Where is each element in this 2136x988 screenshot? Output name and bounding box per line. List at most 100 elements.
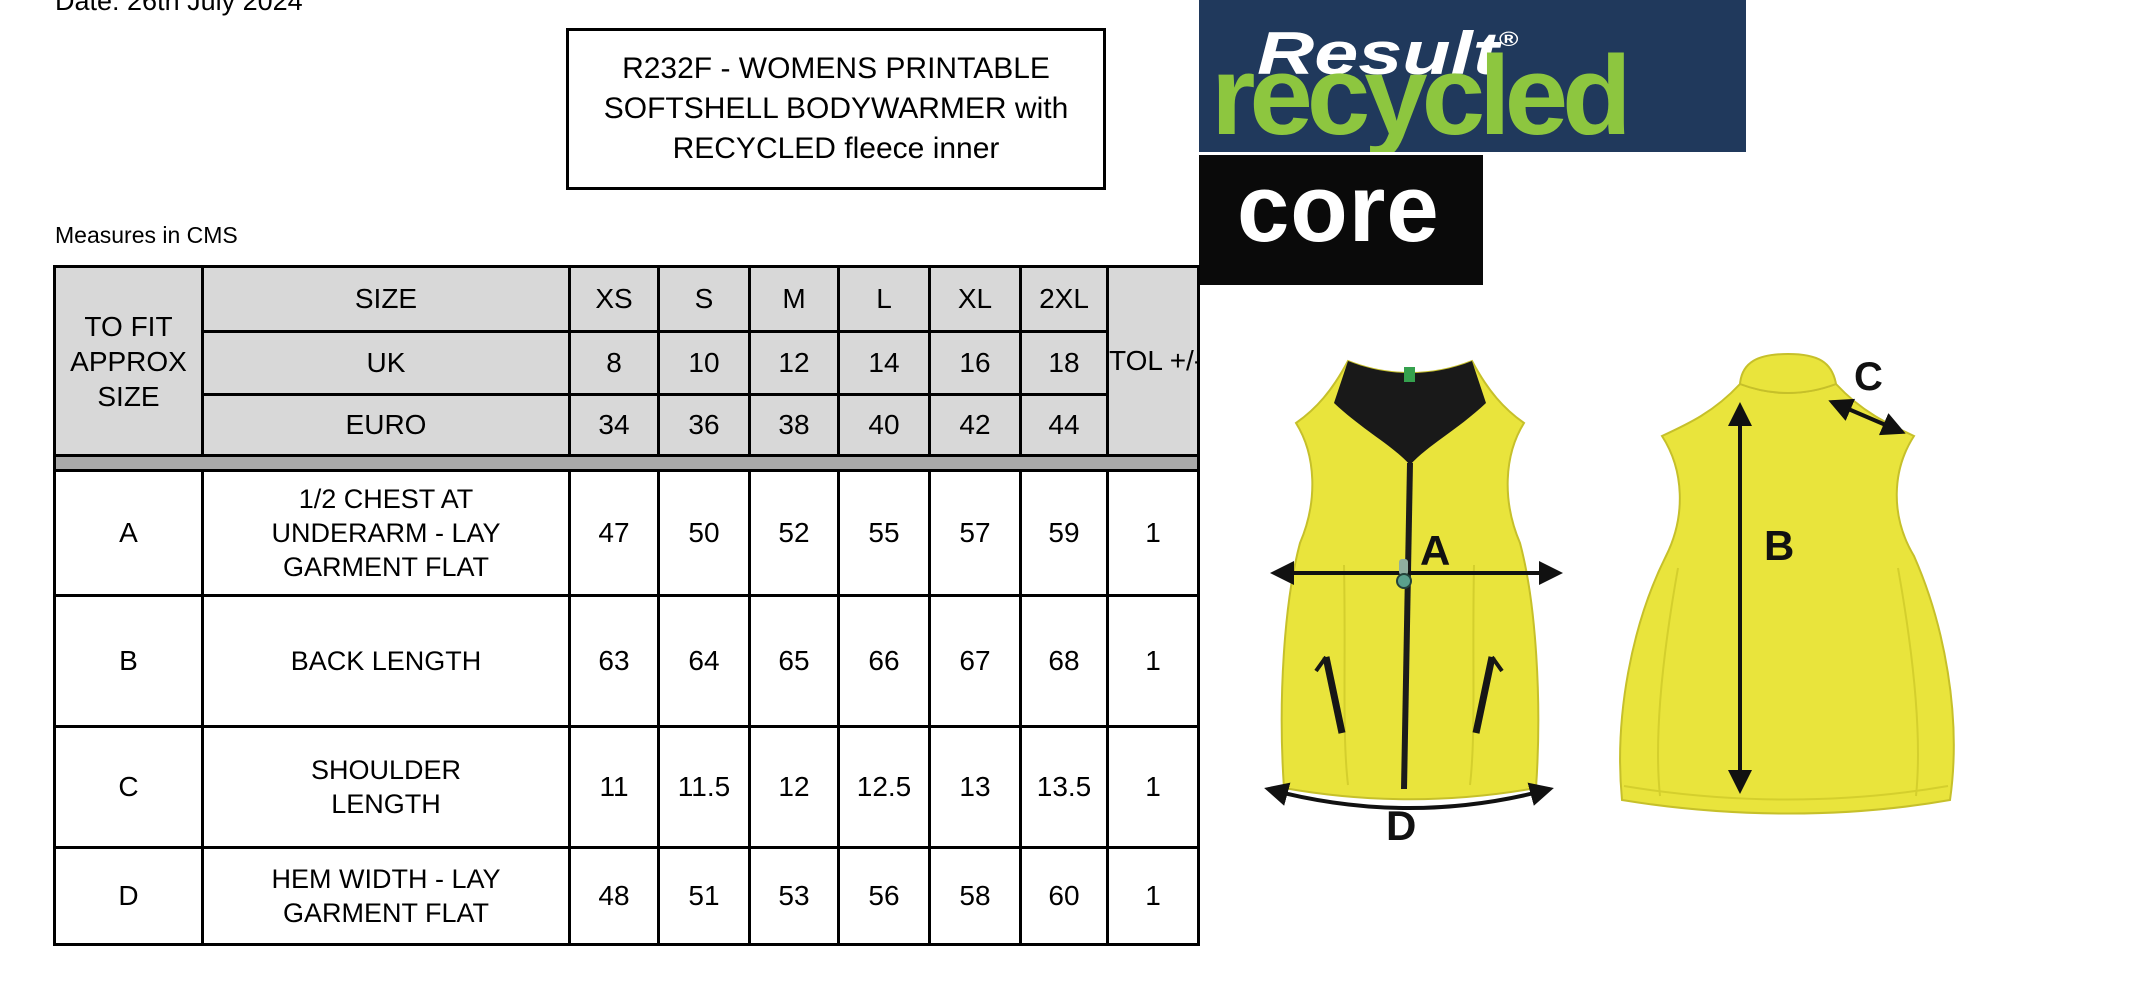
neck-tag: [1404, 367, 1415, 382]
separator-band: [53, 454, 1200, 472]
table-row-c: C SHOULDER LENGTH 11 11.5 12 12.5 13 13.…: [53, 725, 1200, 849]
core-wordmark: core: [1237, 155, 1440, 262]
product-title-line2: SOFTSHELL BODYWARMER with: [603, 92, 1069, 125]
row-c-description: SHOULDER LENGTH: [201, 725, 571, 849]
hem-width-arrow: [1264, 782, 1554, 810]
result-recycled-logo: Result® recycled: [1199, 0, 1746, 152]
row-b-xs: 63: [568, 594, 660, 728]
row-b-description: BACK LENGTH: [201, 594, 571, 728]
euro-size-xl: 42: [928, 393, 1022, 457]
corner-header-cell: TO FIT APPROX SIZE: [53, 265, 204, 457]
row-b-m: 65: [748, 594, 840, 728]
row-b-s: 64: [657, 594, 751, 728]
row-a-2xl: 59: [1019, 469, 1109, 597]
size-header-m: M: [748, 265, 840, 333]
front-seam-left: [1343, 564, 1349, 786]
back-seam-right: [1897, 567, 1919, 797]
row-c-xs: 11: [568, 725, 660, 849]
size-chart-table: TO FIT APPROX SIZE SIZE XS S M L XL 2XL …: [53, 265, 1200, 946]
garment-back-image: B C: [1619, 352, 1955, 815]
row-b-description-text: BACK LENGTH: [290, 646, 482, 676]
result-wordmark-text: Result: [1257, 20, 1500, 87]
back-length-label: B: [1764, 522, 1794, 569]
row-c-l: 12.5: [837, 725, 931, 849]
tolerance-header-cell: TOL +/-: [1106, 265, 1200, 457]
row-a-xs: 47: [568, 469, 660, 597]
uk-size-2xl: 18: [1019, 330, 1109, 396]
front-collar-inner: [1334, 361, 1486, 465]
header-body-separator: [53, 454, 1200, 472]
row-c-s: 11.5: [657, 725, 751, 849]
euro-row-label: EURO: [201, 393, 571, 457]
euro-size-2xl: 44: [1019, 393, 1109, 457]
row-b-xl: 67: [928, 594, 1022, 728]
row-c-xl: 13: [928, 725, 1022, 849]
zip-pull-body: [1399, 559, 1408, 575]
row-c-tol: 1: [1106, 725, 1200, 849]
row-d-letter: D: [53, 846, 204, 946]
row-a-tol: 1: [1106, 469, 1200, 597]
row-a-description: 1/2 CHEST AT UNDERARM - LAY GARMENT FLAT: [201, 469, 571, 597]
product-title-line1: R232F - WOMENS PRINTABLE: [622, 52, 1050, 85]
table-row-d: D HEM WIDTH - LAY GARMENT FLAT 48 51 53 …: [53, 846, 1200, 946]
uk-size-xl: 16: [928, 330, 1022, 396]
registered-trademark-icon: ®: [1499, 29, 1519, 51]
left-pocket-pull: [1314, 655, 1328, 673]
row-d-xl: 58: [928, 846, 1022, 946]
table-row-b: B BACK LENGTH 63 64 65 66 67 68 1: [53, 594, 1200, 728]
size-header-xl: XL: [928, 265, 1022, 333]
row-b-l: 66: [837, 594, 931, 728]
product-title-box: R232F - WOMENS PRINTABLE SOFTSHELL BODYW…: [566, 28, 1106, 190]
size-row-label: SIZE: [201, 265, 571, 333]
row-d-2xl: 60: [1019, 846, 1109, 946]
row-a-m: 52: [748, 469, 840, 597]
uk-size-s: 10: [657, 330, 751, 396]
measures-note: Measures in CMS: [55, 222, 238, 248]
row-d-description: HEM WIDTH - LAY GARMENT FLAT: [201, 846, 571, 946]
garment-front-image: A D: [1264, 359, 1563, 848]
uk-size-l: 14: [837, 330, 931, 396]
euro-size-s: 36: [657, 393, 751, 457]
product-title-line3: RECYCLED fleece inner: [672, 132, 1000, 165]
chest-width-label: A: [1420, 527, 1450, 574]
row-d-tol: 1: [1106, 846, 1200, 946]
row-d-s: 51: [657, 846, 751, 946]
uk-size-xs: 8: [568, 330, 660, 396]
row-b-2xl: 68: [1019, 594, 1109, 728]
size-header-xs: XS: [568, 265, 660, 333]
row-a-description-text: 1/2 CHEST AT UNDERARM - LAY GARMENT FLAT: [271, 484, 501, 582]
row-d-m: 53: [748, 846, 840, 946]
result-wordmark: Result®: [1257, 10, 1519, 84]
left-pocket-zip: [1322, 656, 1346, 734]
size-header-l: L: [837, 265, 931, 333]
uk-row-label: UK: [201, 330, 571, 396]
row-a-l: 55: [837, 469, 931, 597]
row-a-s: 50: [657, 469, 751, 597]
row-a-letter: A: [53, 469, 204, 597]
right-pocket-pull: [1490, 655, 1504, 673]
row-d-l: 56: [837, 846, 931, 946]
row-a-xl: 57: [928, 469, 1022, 597]
hem-width-label: D: [1386, 802, 1416, 848]
row-d-xs: 48: [568, 846, 660, 946]
zip-pull-ring: [1396, 573, 1412, 589]
front-zipper: [1401, 462, 1413, 790]
uk-size-m: 12: [748, 330, 840, 396]
front-seam-right: [1469, 564, 1475, 786]
core-logo: core: [1199, 155, 1483, 285]
back-seam-left: [1657, 567, 1679, 797]
euro-size-l: 40: [837, 393, 931, 457]
table-row-a: A 1/2 CHEST AT UNDERARM - LAY GARMENT FL…: [53, 469, 1200, 597]
shoulder-length-label: C: [1854, 355, 1883, 399]
right-pocket-zip: [1472, 656, 1496, 734]
shoulder-length-arrow: [1828, 398, 1906, 436]
size-header-2xl: 2XL: [1019, 265, 1109, 333]
recycled-wordmark: recycled: [1211, 33, 1632, 152]
row-d-description-text: HEM WIDTH - LAY GARMENT FLAT: [271, 864, 501, 928]
euro-size-m: 38: [748, 393, 840, 457]
row-b-tol: 1: [1106, 594, 1200, 728]
row-c-letter: C: [53, 725, 204, 849]
row-c-m: 12: [748, 725, 840, 849]
row-b-letter: B: [53, 594, 204, 728]
